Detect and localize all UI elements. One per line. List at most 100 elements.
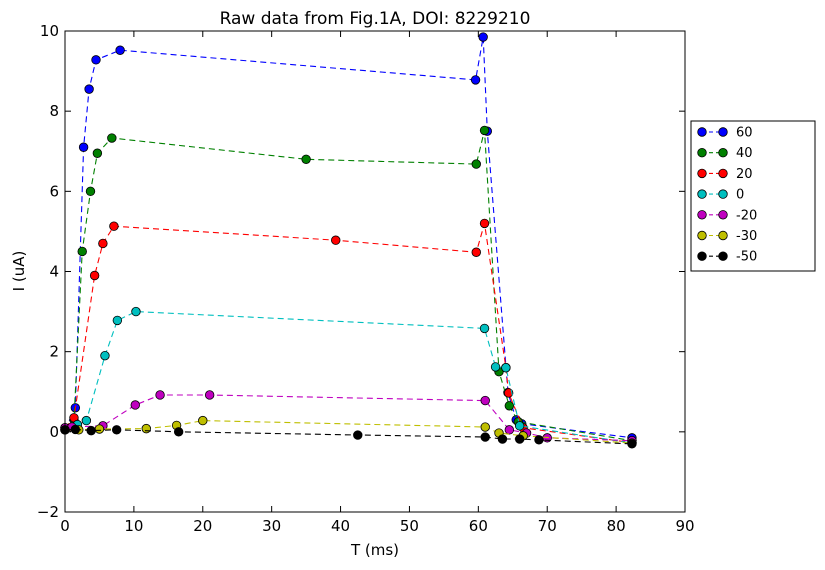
data-point xyxy=(155,390,165,400)
legend-marker xyxy=(718,127,728,137)
series-layer xyxy=(60,32,637,449)
legend-marker xyxy=(697,189,707,199)
data-point xyxy=(131,306,141,317)
x-tick-label: 60 xyxy=(469,517,488,535)
y-tick-label: 6 xyxy=(49,182,59,200)
data-point xyxy=(353,430,363,440)
x-tick-label: 20 xyxy=(193,517,212,535)
legend-entry: -30 xyxy=(697,229,757,244)
data-point xyxy=(78,142,89,152)
data-point xyxy=(85,186,96,197)
data-point xyxy=(470,75,481,85)
legend-marker xyxy=(697,147,707,158)
data-point xyxy=(480,432,490,442)
legend-label: 20 xyxy=(736,167,753,182)
x-tick-label: 90 xyxy=(675,517,694,535)
legend-entry: 60 xyxy=(697,126,753,141)
data-point xyxy=(514,421,525,431)
y-tick-label: −2 xyxy=(37,503,59,521)
data-point xyxy=(471,159,481,169)
legend-label: 60 xyxy=(736,126,753,141)
legend-entry: 20 xyxy=(697,167,753,182)
x-tick-label: 0 xyxy=(60,517,70,535)
y-tick-label: 4 xyxy=(49,263,59,281)
legend-marker xyxy=(718,189,728,199)
legend-marker xyxy=(718,168,728,179)
data-point xyxy=(173,427,184,437)
legend-marker xyxy=(718,251,728,261)
data-point xyxy=(204,390,215,400)
data-point xyxy=(91,55,101,65)
x-axis-label: T (ms) xyxy=(350,541,399,559)
legend-entry: 40 xyxy=(697,146,753,161)
data-point xyxy=(479,125,490,136)
legend-marker xyxy=(718,230,728,241)
legend-label: -50 xyxy=(736,250,757,265)
data-point xyxy=(478,32,488,42)
data-point xyxy=(84,84,94,94)
data-point xyxy=(107,133,117,143)
x-tick-label: 30 xyxy=(262,517,281,535)
data-point xyxy=(501,363,511,373)
data-point xyxy=(534,435,544,445)
data-point xyxy=(92,148,103,158)
x-tick-label: 70 xyxy=(538,517,557,535)
legend-marker xyxy=(697,251,707,261)
legend-entry: -50 xyxy=(697,250,757,265)
legend-marker xyxy=(697,210,707,220)
data-point xyxy=(115,45,125,55)
data-point xyxy=(130,400,140,410)
x-tick-label: 40 xyxy=(331,517,350,535)
legend-marker xyxy=(718,147,728,158)
x-tick-label: 50 xyxy=(400,517,419,535)
legend-frame xyxy=(690,120,816,272)
data-point xyxy=(141,423,151,434)
data-point xyxy=(109,221,119,231)
data-point xyxy=(301,154,311,164)
data-point xyxy=(112,315,123,326)
data-point xyxy=(94,424,105,434)
x-tick-label: 80 xyxy=(607,517,626,535)
data-point xyxy=(81,415,92,426)
data-point xyxy=(77,246,87,257)
data-point xyxy=(504,401,515,411)
data-point xyxy=(471,247,481,257)
data-point xyxy=(111,425,122,435)
legend-entry: 0 xyxy=(697,188,744,203)
data-point xyxy=(480,395,490,406)
data-point xyxy=(86,425,96,436)
data-point xyxy=(479,218,490,229)
legend-marker xyxy=(697,230,707,241)
legend-label: -30 xyxy=(736,229,757,244)
data-point xyxy=(479,323,490,334)
legend-label: 40 xyxy=(736,146,753,161)
data-point xyxy=(503,388,514,398)
data-point xyxy=(480,422,490,432)
legend-marker xyxy=(718,210,728,220)
y-axis-label: I (uA) xyxy=(10,251,28,292)
legend-label: -20 xyxy=(736,208,757,223)
legend-marker xyxy=(697,168,707,179)
y-tick-label: 10 xyxy=(40,22,59,40)
chart-title: Raw data from Fig.1A, DOI: 8229210 xyxy=(220,9,531,29)
data-point xyxy=(497,434,508,444)
data-point xyxy=(98,238,108,249)
legend: 60 40 20 0 -20 -30 -50 xyxy=(690,120,816,272)
y-tick-label: 2 xyxy=(49,343,59,361)
data-point xyxy=(514,434,525,444)
legend-entry: -20 xyxy=(697,208,757,223)
data-point xyxy=(627,439,637,449)
legend-marker xyxy=(697,127,707,137)
data-point xyxy=(504,425,515,435)
x-tick-label: 10 xyxy=(124,517,143,535)
data-point xyxy=(70,424,81,435)
series-line xyxy=(64,223,633,444)
data-point xyxy=(490,362,501,372)
data-point xyxy=(198,415,208,426)
y-tick-label: 8 xyxy=(49,102,59,120)
legend-label: 0 xyxy=(736,188,744,203)
data-point xyxy=(331,235,341,245)
